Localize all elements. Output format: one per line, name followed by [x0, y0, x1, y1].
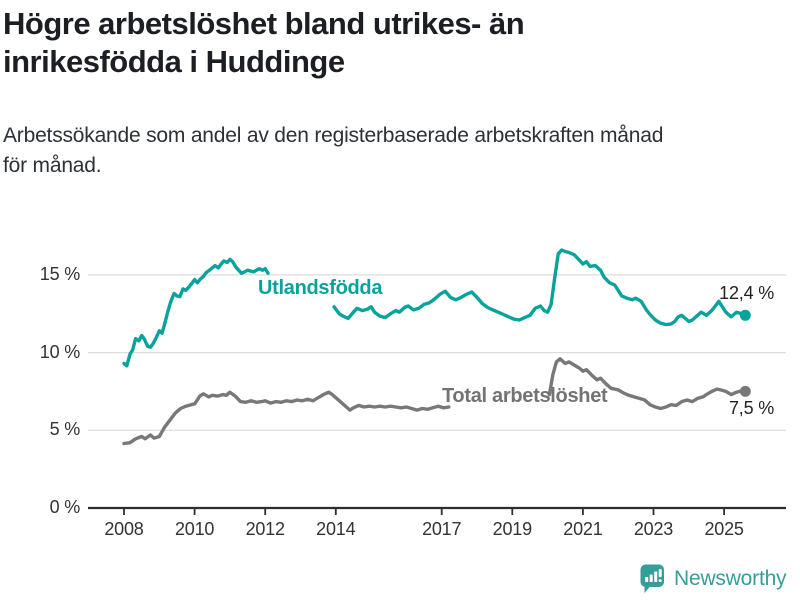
x-tick-label: 2019	[492, 519, 532, 539]
y-tick-label: 5 %	[49, 419, 81, 440]
series-end-dot-1	[739, 385, 751, 397]
series-line-0	[332, 248, 747, 327]
series-line-0	[122, 257, 270, 368]
y-tick-label: 15 %	[39, 263, 80, 284]
newsworthy-wordmark: Newsworthy	[674, 567, 787, 590]
x-tick-label: 2010	[174, 519, 215, 539]
series-line-1	[547, 357, 747, 411]
chart-subtitle: Arbetssökande som andel av den registerb…	[3, 124, 664, 177]
y-tick-label: 0 %	[49, 497, 81, 517]
series-label-utlandsfodda: Utlandsfödda	[258, 277, 383, 299]
x-tick-label: 2021	[563, 519, 603, 539]
x-tick-label: 2014	[316, 519, 356, 539]
x-tick-label: 2012	[245, 519, 285, 539]
end-value-label-utlandsfodda: 12,4 %	[719, 283, 774, 303]
x-tick-label: 2025	[704, 519, 744, 539]
series-line-1	[122, 390, 451, 446]
x-tick-label: 2017	[422, 519, 462, 539]
end-value-label-total: 7,5 %	[728, 398, 774, 418]
newsworthy-bubble-icon	[640, 564, 664, 593]
newsworthy-logo[interactable]: Newsworthy	[640, 564, 787, 594]
y-tick-label: 10 %	[39, 341, 80, 362]
x-tick-label: 2023	[633, 519, 674, 539]
series-label-total-arbetsloshet: Total arbetslöshet	[442, 385, 608, 407]
x-tick-label: 2008	[104, 519, 144, 539]
series-end-dot-0	[739, 309, 751, 321]
page-title: Högre arbetslöshet bland utrikes- än inr…	[3, 6, 525, 79]
